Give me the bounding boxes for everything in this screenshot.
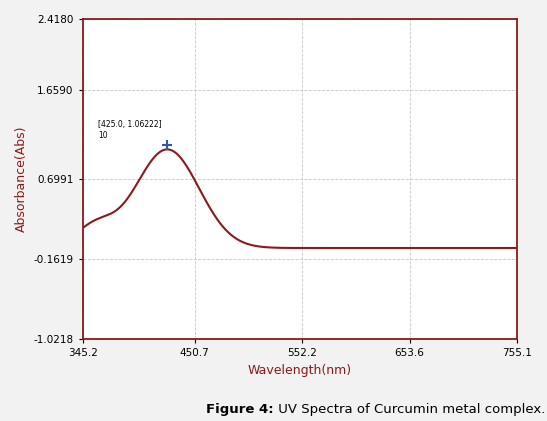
X-axis label: Wavelength(nm): Wavelength(nm) bbox=[248, 363, 352, 376]
Text: Figure 4:: Figure 4: bbox=[206, 403, 274, 416]
Text: [425.0, 1.06222]
10: [425.0, 1.06222] 10 bbox=[98, 120, 162, 140]
Text: UV Spectra of Curcumin metal complex.: UV Spectra of Curcumin metal complex. bbox=[274, 403, 545, 416]
Y-axis label: Absorbance(Abs): Absorbance(Abs) bbox=[15, 126, 28, 232]
